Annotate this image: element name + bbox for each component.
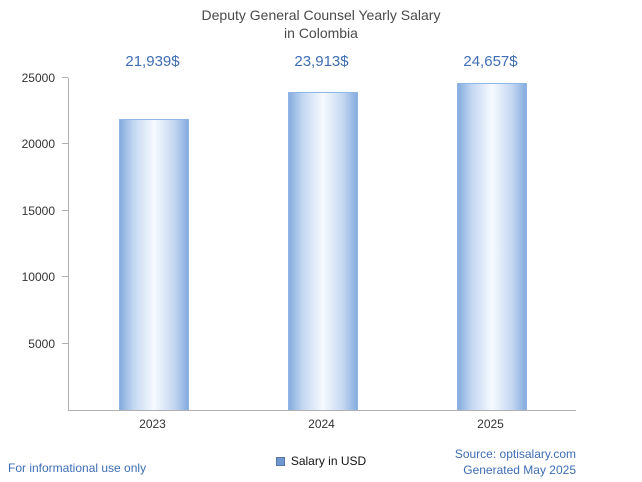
y-tick-label: 10000 (21, 270, 55, 285)
bar-slot (238, 78, 407, 410)
y-tick-label: 15000 (21, 203, 55, 218)
bar-value-label-row: 21,939$ 23,913$ 24,657$ (68, 53, 575, 70)
legend-label: Salary in USD (290, 454, 367, 468)
x-axis-label: 2024 (308, 417, 335, 431)
y-tick-mark (62, 342, 68, 344)
footer-right: Source: optisalary.com Generated May 202… (455, 446, 576, 478)
plot-area (68, 78, 576, 411)
bar-slot (407, 78, 576, 410)
chart-title: Deputy General Counsel Yearly Salary in … (0, 6, 642, 42)
y-tick-mark (62, 276, 68, 278)
y-tick-mark (62, 143, 68, 145)
bar-value-label: 21,939$ (125, 53, 180, 70)
bar-2025 (456, 82, 527, 410)
legend: Salary in USD (0, 454, 642, 468)
bar-slot (69, 78, 238, 410)
legend-swatch-icon (275, 456, 285, 466)
y-tick-label: 5000 (28, 336, 55, 351)
bar-2024 (287, 92, 358, 410)
bar-value-label: 24,657$ (463, 53, 518, 70)
y-tick-mark (62, 209, 68, 211)
x-axis-label-row: 2023 2024 2025 (68, 417, 575, 431)
y-tick-label: 20000 (21, 137, 55, 152)
disclaimer-text: For informational use only (8, 461, 147, 475)
chart-title-line1: Deputy General Counsel Yearly Salary (201, 7, 441, 23)
bar-2023 (118, 118, 189, 410)
bar-value-label: 23,913$ (294, 53, 349, 70)
y-axis: 5000 10000 15000 20000 25000 (0, 71, 68, 410)
x-axis-label: 2025 (477, 417, 504, 431)
generated-text: Generated May 2025 (463, 463, 576, 477)
chart-title-line2: in Colombia (284, 25, 358, 41)
y-tick-label: 25000 (21, 71, 55, 85)
x-axis-label: 2023 (139, 417, 166, 431)
y-tick-mark (62, 77, 68, 78)
source-link[interactable]: Source: optisalary.com (454, 447, 576, 461)
